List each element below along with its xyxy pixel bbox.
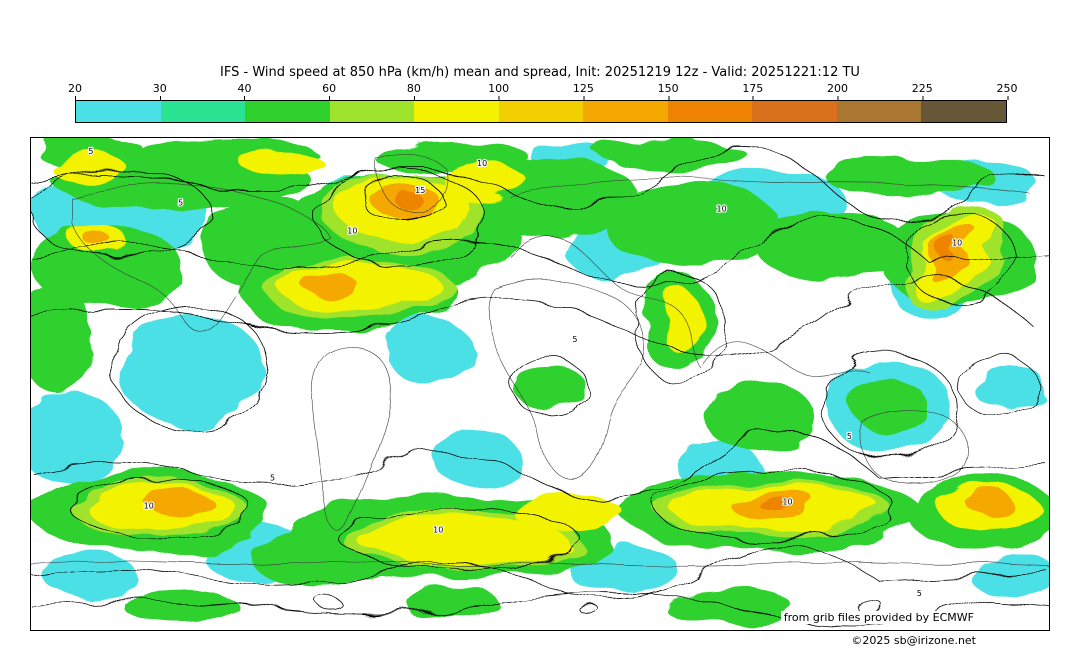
contour-label: 10: [477, 159, 487, 168]
colorbar-tick-label: 200: [827, 82, 849, 100]
contour-label: 10: [782, 498, 792, 507]
colorbar-tick-label: 100: [488, 82, 510, 100]
coastline-layer: [31, 153, 1049, 567]
spread-contour-layer: [31, 145, 1049, 625]
wind-speed-fill-layer: [31, 138, 1049, 625]
colorbar-tick-label: 225: [911, 82, 933, 100]
colorbar-segment: [752, 101, 837, 122]
contour-label: 5: [847, 432, 852, 441]
colorbar-tick-label: 80: [406, 82, 421, 100]
colorbar-tick-label: 20: [68, 82, 82, 100]
map-canvas: 15 10 10 5 10 5 10 5 10 5 10 5 10 5: [31, 138, 1049, 630]
contour-label: 10: [717, 205, 727, 214]
attribution-text: from grib files provided by ECMWF: [780, 611, 977, 624]
contour-label: 5: [88, 147, 93, 156]
contour-label: 10: [433, 525, 443, 534]
colorbar-segments: [75, 100, 1007, 123]
contour-label: 15: [415, 186, 425, 195]
colorbar-segment: [583, 101, 668, 122]
colorbar-segment: [329, 101, 415, 122]
contour-label: 10: [144, 502, 154, 511]
contour-label: 5: [178, 199, 183, 208]
colorbar-tick-label: 125: [572, 82, 594, 100]
colorbar-ticks: 20 30 40 60 80 100 125 150 175 200 225 250: [68, 82, 1018, 100]
colorbar-segment: [414, 101, 499, 122]
colorbar-segment: [160, 101, 246, 122]
colorbar-segment: [667, 101, 753, 122]
colorbar-tick-label: 250: [996, 82, 1018, 100]
colorbar-segment: [836, 101, 922, 122]
copyright-text: ©2025 sb@irizone.net: [851, 634, 976, 647]
map-frame: 15 10 10 5 10 5 10 5 10 5 10 5 10 5 from grib files p…: [30, 137, 1050, 631]
contour-label: 5: [917, 589, 922, 598]
contour-label: 10: [347, 227, 357, 236]
colorbar-tick-label: 60: [322, 82, 337, 100]
contour-label: 10: [952, 239, 962, 248]
colorbar-tick-label: 30: [152, 82, 167, 100]
colorbar-segment: [498, 101, 584, 122]
colorbar: 20 30 40 60 80 100 125 150 175 200 225 250: [68, 82, 1018, 123]
colorbar-segment: [245, 101, 330, 122]
colorbar-tick-label: 40: [237, 82, 252, 100]
colorbar-tick-label: 175: [742, 82, 764, 100]
chart-title: IFS - Wind speed at 850 hPa (km/h) mean …: [220, 65, 860, 80]
colorbar-segment: [76, 101, 161, 122]
contour-label: 5: [270, 474, 275, 483]
contour-labels: 15 10 10 5 10 5 10 5 10 5 10 5 10 5: [87, 146, 963, 599]
colorbar-tick-label: 150: [657, 82, 679, 100]
colorbar-segment: [921, 101, 1007, 122]
contour-label: 5: [572, 335, 577, 344]
